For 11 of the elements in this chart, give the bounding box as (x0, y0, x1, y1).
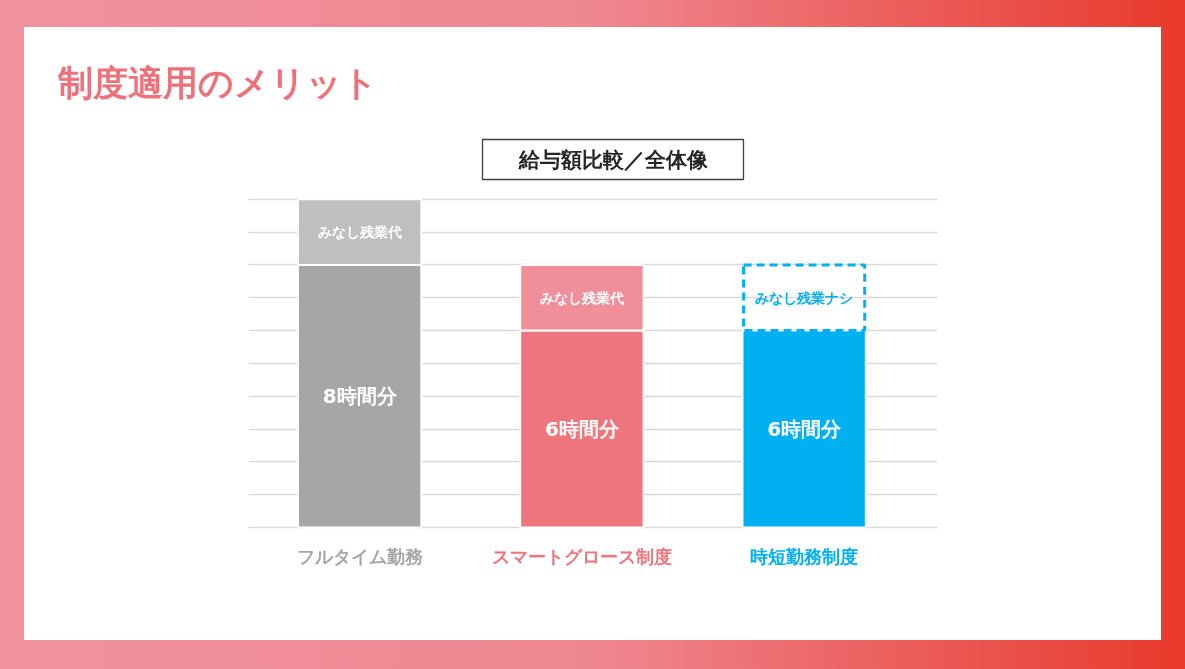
data-label: みなし残業代 (317, 224, 402, 241)
x-tick-label: 時短勤務制度 (750, 545, 859, 567)
x-tick-label: フルタイム勤務 (296, 545, 423, 567)
data-label: みなし残業代 (539, 289, 624, 306)
data-label: みなし残業ナシ (755, 289, 854, 306)
data-label: 8時間分 (322, 384, 398, 409)
chart-subtitle: 給与額比較／全体像 (517, 147, 709, 172)
x-tick-label: スマートグロース制度 (491, 545, 672, 567)
data-label: 6時間分 (544, 417, 620, 442)
data-label: 6時間分 (767, 417, 843, 442)
chart-title: 制度適用のメリット (56, 62, 378, 103)
